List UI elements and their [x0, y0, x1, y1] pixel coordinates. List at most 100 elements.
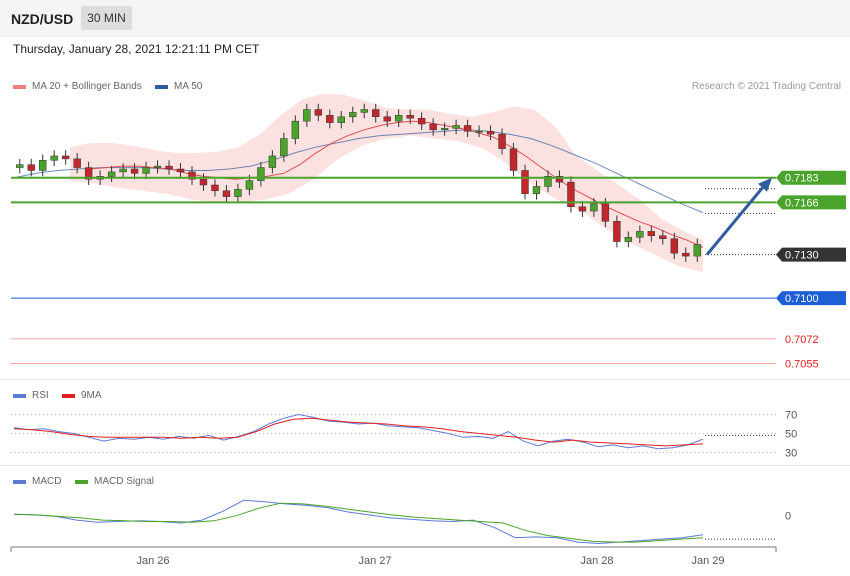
- candle-down: [326, 115, 334, 123]
- symbol-label: NZD/USD: [11, 11, 74, 27]
- legend-label-ma50: MA 50: [174, 81, 203, 92]
- candle-down: [647, 231, 656, 237]
- candle-up: [107, 171, 116, 177]
- candle-down: [601, 203, 610, 222]
- candle-up: [234, 189, 242, 197]
- legend-swatch-ma50: [155, 84, 168, 89]
- legend-swatch-9ma: [62, 393, 75, 398]
- candle-up: [50, 155, 58, 161]
- support-label: 0.7055: [785, 358, 819, 370]
- legend-swatch-macd-signal: [75, 479, 88, 484]
- candle-down: [372, 109, 380, 118]
- legend-swatch-rsi: [13, 393, 26, 398]
- candle-up: [693, 244, 701, 257]
- candle-up: [153, 165, 162, 168]
- candle-down: [659, 235, 667, 239]
- rsi-tick-label: 70: [785, 410, 797, 422]
- candle-down: [498, 133, 506, 149]
- legend-macd: MACD: [13, 476, 61, 487]
- macd-line: [13, 499, 704, 545]
- candle-up: [245, 180, 254, 190]
- candle-down: [406, 115, 414, 119]
- candle-up: [349, 112, 357, 118]
- datetime-label: Thursday, January 28, 2021 12:21:11 PM C…: [13, 42, 260, 56]
- candle-up: [16, 164, 24, 168]
- legend-label-macd-signal: MACD Signal: [94, 476, 155, 487]
- x-tick-label: Jan 26: [136, 555, 169, 567]
- resistance-label: 0.7183: [785, 173, 819, 185]
- bollinger-band-area: [70, 93, 703, 273]
- candle-down: [682, 252, 690, 257]
- candle-up: [337, 116, 345, 123]
- pivot-tag: [776, 291, 846, 306]
- legend-label-ma20: MA 20 + Bollinger Bands: [32, 81, 142, 92]
- candle-down: [417, 117, 426, 125]
- candle-down: [211, 184, 219, 192]
- x-tick-label: Jan 27: [358, 555, 391, 567]
- candle-up: [624, 236, 633, 242]
- candle-up: [452, 125, 460, 129]
- candle-down: [670, 238, 678, 254]
- resistance-tag: [776, 170, 846, 185]
- candle-up: [39, 160, 47, 171]
- candle-down: [188, 171, 196, 180]
- legend-rsi-9ma: 9MA: [62, 390, 102, 401]
- rsi-line: [13, 413, 704, 450]
- candle-down: [27, 164, 35, 171]
- candle-down: [509, 148, 518, 171]
- candle-down: [314, 109, 323, 116]
- legend-swatch-macd: [13, 479, 26, 484]
- legend-ma50: MA 50: [155, 81, 202, 92]
- legend-label-9ma: 9MA: [81, 390, 102, 401]
- candle-down: [84, 167, 93, 180]
- forecast-arrow-head: [758, 177, 772, 192]
- last-price-tag: [776, 247, 846, 262]
- candle-down: [521, 170, 529, 194]
- macd-zero-label: 0: [785, 511, 791, 523]
- candle-up: [268, 155, 277, 168]
- candle-up: [475, 131, 483, 133]
- candle-up: [544, 176, 552, 187]
- candle-up: [590, 203, 598, 212]
- candle-up: [119, 168, 127, 173]
- rsi-tick-label: 30: [785, 448, 797, 460]
- candle-down: [613, 221, 621, 242]
- candle-down: [165, 165, 173, 170]
- ma50-line: [13, 129, 704, 214]
- legend-macd-signal: MACD Signal: [75, 476, 154, 487]
- candle-down: [176, 168, 185, 173]
- chart-header: NZD/USD 30 MIN: [0, 0, 850, 37]
- candle-up: [303, 109, 311, 122]
- timeframe-button[interactable]: 30 MIN: [81, 6, 132, 30]
- candle-down: [555, 176, 564, 183]
- last-price-label: 0.7130: [785, 250, 819, 262]
- credit-text: Research © 2021 Trading Central: [691, 81, 841, 92]
- legend-label-macd: MACD: [32, 476, 62, 487]
- candle-down: [429, 123, 437, 131]
- rsi-9ma-line: [13, 417, 704, 447]
- candle-up: [257, 167, 265, 181]
- candle-down: [61, 155, 70, 160]
- candle-up: [636, 231, 644, 238]
- candle-down: [199, 178, 208, 186]
- candle-up: [280, 138, 288, 157]
- candle-up: [291, 120, 300, 139]
- pane-divider-rsi: [0, 379, 850, 380]
- candle-down: [578, 206, 587, 212]
- resistance-tag: [776, 195, 846, 210]
- candle-down: [486, 131, 495, 135]
- candle-down: [463, 125, 472, 132]
- x-tick-label: Jan 28: [580, 555, 613, 567]
- legend-label-rsi: RSI: [32, 390, 49, 401]
- legend-swatch-ma20: [13, 84, 26, 89]
- forecast-arrow-shaft: [705, 183, 767, 256]
- candle-up: [360, 109, 368, 113]
- x-tick-label: Jan 29: [691, 555, 724, 567]
- legend-ma20-bollinger: MA 20 + Bollinger Bands: [13, 81, 142, 92]
- candle-up: [440, 128, 449, 131]
- candle-down: [130, 168, 139, 174]
- support-label: 0.7072: [785, 334, 819, 346]
- resistance-label: 0.7166: [785, 197, 819, 209]
- candle-up: [142, 167, 150, 174]
